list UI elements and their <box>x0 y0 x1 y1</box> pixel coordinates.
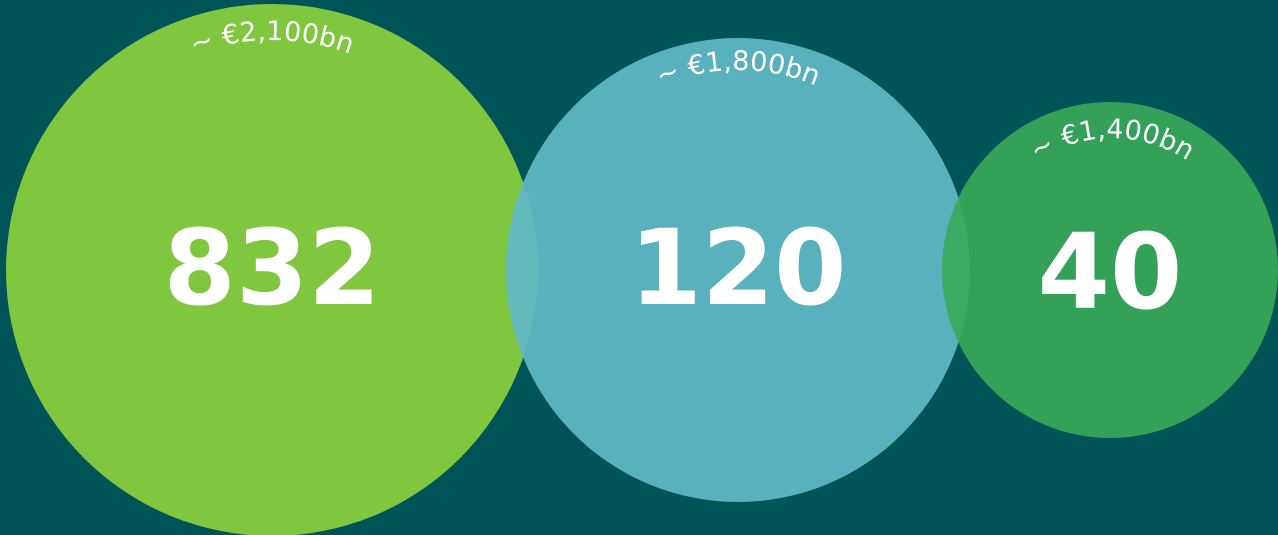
circle-dark-green <box>942 102 1278 438</box>
count: 832 <box>163 207 380 329</box>
circle-green <box>6 4 538 535</box>
count: 40 <box>1038 211 1183 333</box>
circle-blue <box>506 38 970 502</box>
count: 120 <box>629 207 846 329</box>
